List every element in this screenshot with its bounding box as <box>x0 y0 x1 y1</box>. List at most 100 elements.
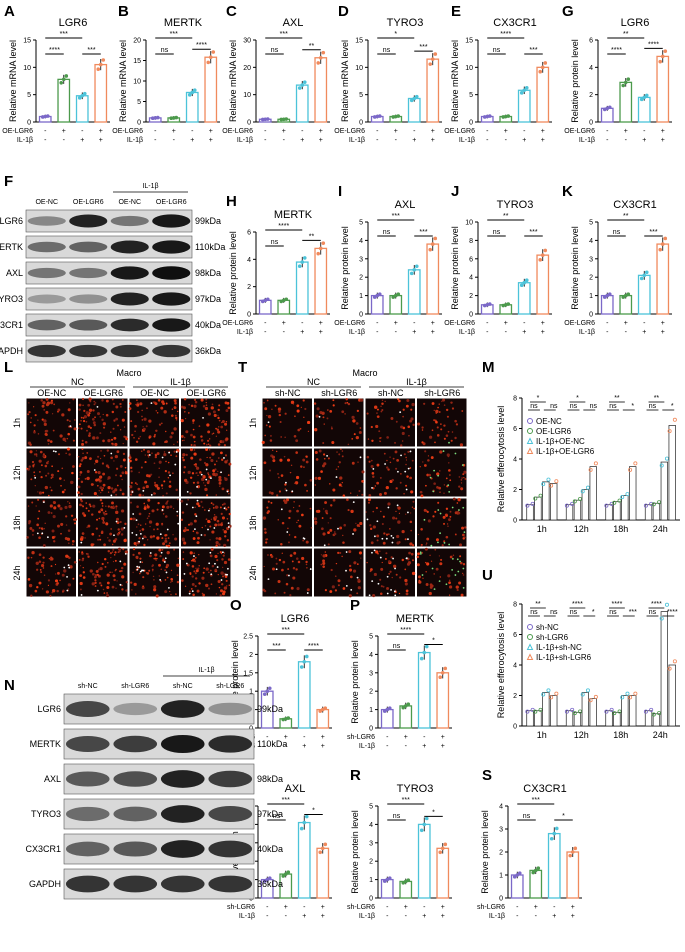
efferocytosis-dot <box>161 509 164 511</box>
cell-dot <box>433 573 436 575</box>
efferocytosis-dot <box>220 579 223 581</box>
efferocytosis-dot <box>168 451 171 454</box>
cell-dot <box>65 554 69 558</box>
cell-dot <box>298 505 301 507</box>
cell-dot <box>194 464 198 468</box>
efferocytosis-dot <box>443 541 446 544</box>
cell-dot <box>124 550 129 554</box>
significance-label: * <box>576 395 579 402</box>
chart-title: CX3CR1 <box>493 17 536 29</box>
cell-dot <box>174 537 178 541</box>
data-point <box>644 93 649 98</box>
data-point <box>443 666 448 671</box>
cell-dot <box>220 512 223 516</box>
cell-dot <box>190 444 193 447</box>
cell-dot <box>290 464 293 467</box>
cell-dot <box>173 548 176 551</box>
cell-dot <box>205 404 208 407</box>
blot-band <box>152 240 191 254</box>
cell-dot <box>149 535 153 539</box>
y-tick-label: 15 <box>23 38 31 45</box>
panel-letter-J: J <box>451 183 459 200</box>
cell-dot <box>143 448 145 451</box>
efferocytosis-dot <box>438 580 441 583</box>
cell-dot <box>61 467 64 470</box>
cell-dot <box>64 489 66 491</box>
blot-kda-label: 97kDa <box>195 294 221 304</box>
cell-dot <box>458 581 462 585</box>
cell-dot <box>405 404 409 408</box>
cell-dot <box>61 490 65 494</box>
cell-dot <box>301 556 305 561</box>
cell-dot <box>80 419 82 422</box>
cell-dot <box>295 439 299 443</box>
cell-dot <box>122 458 126 462</box>
cell-dot <box>190 588 193 590</box>
cell-dot <box>38 526 41 530</box>
data-point <box>101 58 106 62</box>
cell-dot <box>189 448 194 452</box>
cell-dot <box>165 492 168 495</box>
condition-mark: - <box>44 137 47 144</box>
cell-dot <box>147 498 151 502</box>
data-point <box>265 689 270 693</box>
data-point <box>643 503 648 508</box>
panel-letter-R: R <box>350 767 361 784</box>
data-point <box>657 711 662 716</box>
cell-dot <box>156 452 160 456</box>
panel-letter-M: M <box>482 359 495 376</box>
cell-dot <box>101 418 104 422</box>
cell-dot <box>323 453 326 456</box>
significance-label: ns <box>271 47 279 54</box>
cell-dot <box>199 458 202 461</box>
cell-dot <box>142 585 145 588</box>
western-blots-layer: IL-1βOE-NCOE-LGR6OE-NCOE-LGR6LGR699kDaME… <box>0 183 287 900</box>
efferocytosis-dot <box>456 558 459 561</box>
cell-dot <box>44 432 48 436</box>
cell-dot <box>145 484 149 489</box>
cell-dot <box>315 414 319 418</box>
data-point <box>424 644 429 649</box>
cell-dot <box>263 402 265 404</box>
significance-label: *** <box>532 797 540 804</box>
cell-dot <box>40 475 43 479</box>
cell-dot <box>42 454 46 458</box>
panel-letter-G: G <box>562 3 574 20</box>
cell-dot <box>445 408 449 412</box>
efferocytosis-dot <box>318 415 321 418</box>
microscopy-image <box>261 447 313 498</box>
cell-dot <box>115 493 118 496</box>
cell-dot <box>396 534 400 539</box>
cell-dot <box>85 411 90 415</box>
cell-dot <box>412 559 414 562</box>
cell-dot <box>103 557 107 561</box>
cell-dot <box>460 593 464 597</box>
cell-dot <box>170 569 173 572</box>
cell-dot <box>99 416 101 418</box>
cell-dot <box>359 427 362 429</box>
cell-dot <box>211 564 215 568</box>
cell-dot <box>223 560 228 565</box>
cell-dot <box>214 554 218 559</box>
legend-label: sh-NC <box>536 623 559 632</box>
cell-dot <box>331 585 335 589</box>
cell-dot <box>54 563 57 566</box>
condition-mark: - <box>376 329 379 336</box>
cell-dot <box>94 574 98 577</box>
cell-dot <box>208 449 211 451</box>
cell-dot <box>181 440 184 442</box>
cell-dot <box>305 460 309 464</box>
x-tick-label: 24h <box>653 524 668 534</box>
cell-dot <box>445 477 448 480</box>
cell-dot <box>400 444 403 447</box>
condition-mark: - <box>606 137 609 144</box>
cell-dot <box>443 424 446 427</box>
cell-dot <box>266 399 269 402</box>
cell-dot <box>42 401 46 405</box>
cell-dot <box>193 440 196 443</box>
data-point <box>192 88 197 92</box>
cell-dot <box>420 545 423 547</box>
cell-dot <box>400 473 402 475</box>
cell-dot <box>81 442 85 446</box>
